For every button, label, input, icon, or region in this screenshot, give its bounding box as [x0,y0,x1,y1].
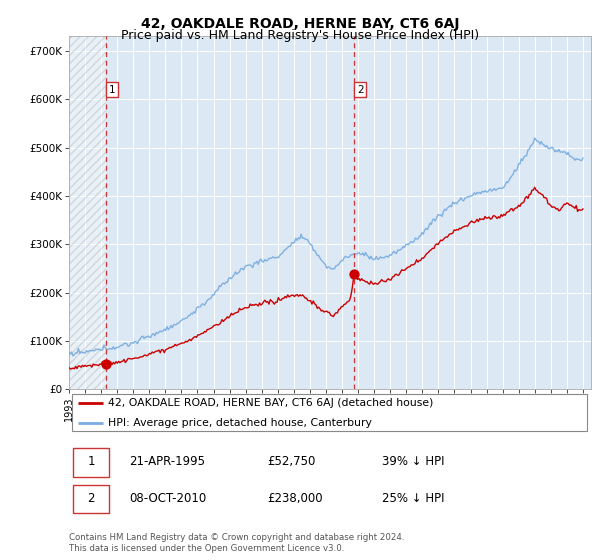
Text: 1: 1 [109,85,115,95]
FancyBboxPatch shape [73,449,109,477]
Point [101,359,111,368]
Text: 2: 2 [357,85,364,95]
Text: HPI: Average price, detached house, Canterbury: HPI: Average price, detached house, Cant… [108,418,372,428]
Text: 25% ↓ HPI: 25% ↓ HPI [382,492,445,505]
Text: Contains HM Land Registry data © Crown copyright and database right 2024.
This d: Contains HM Land Registry data © Crown c… [69,533,404,553]
Text: 42, OAKDALE ROAD, HERNE BAY, CT6 6AJ (detached house): 42, OAKDALE ROAD, HERNE BAY, CT6 6AJ (de… [108,398,434,408]
Text: 08-OCT-2010: 08-OCT-2010 [129,492,206,505]
Point [350,270,359,279]
Text: 1: 1 [87,455,95,468]
Text: £238,000: £238,000 [268,492,323,505]
Text: 39% ↓ HPI: 39% ↓ HPI [382,455,445,468]
FancyBboxPatch shape [73,485,109,513]
Text: 42, OAKDALE ROAD, HERNE BAY, CT6 6AJ: 42, OAKDALE ROAD, HERNE BAY, CT6 6AJ [141,17,459,31]
FancyBboxPatch shape [71,394,587,431]
Text: Price paid vs. HM Land Registry's House Price Index (HPI): Price paid vs. HM Land Registry's House … [121,29,479,42]
Text: £52,750: £52,750 [268,455,316,468]
Text: 21-APR-1995: 21-APR-1995 [129,455,205,468]
Text: 2: 2 [87,492,95,505]
